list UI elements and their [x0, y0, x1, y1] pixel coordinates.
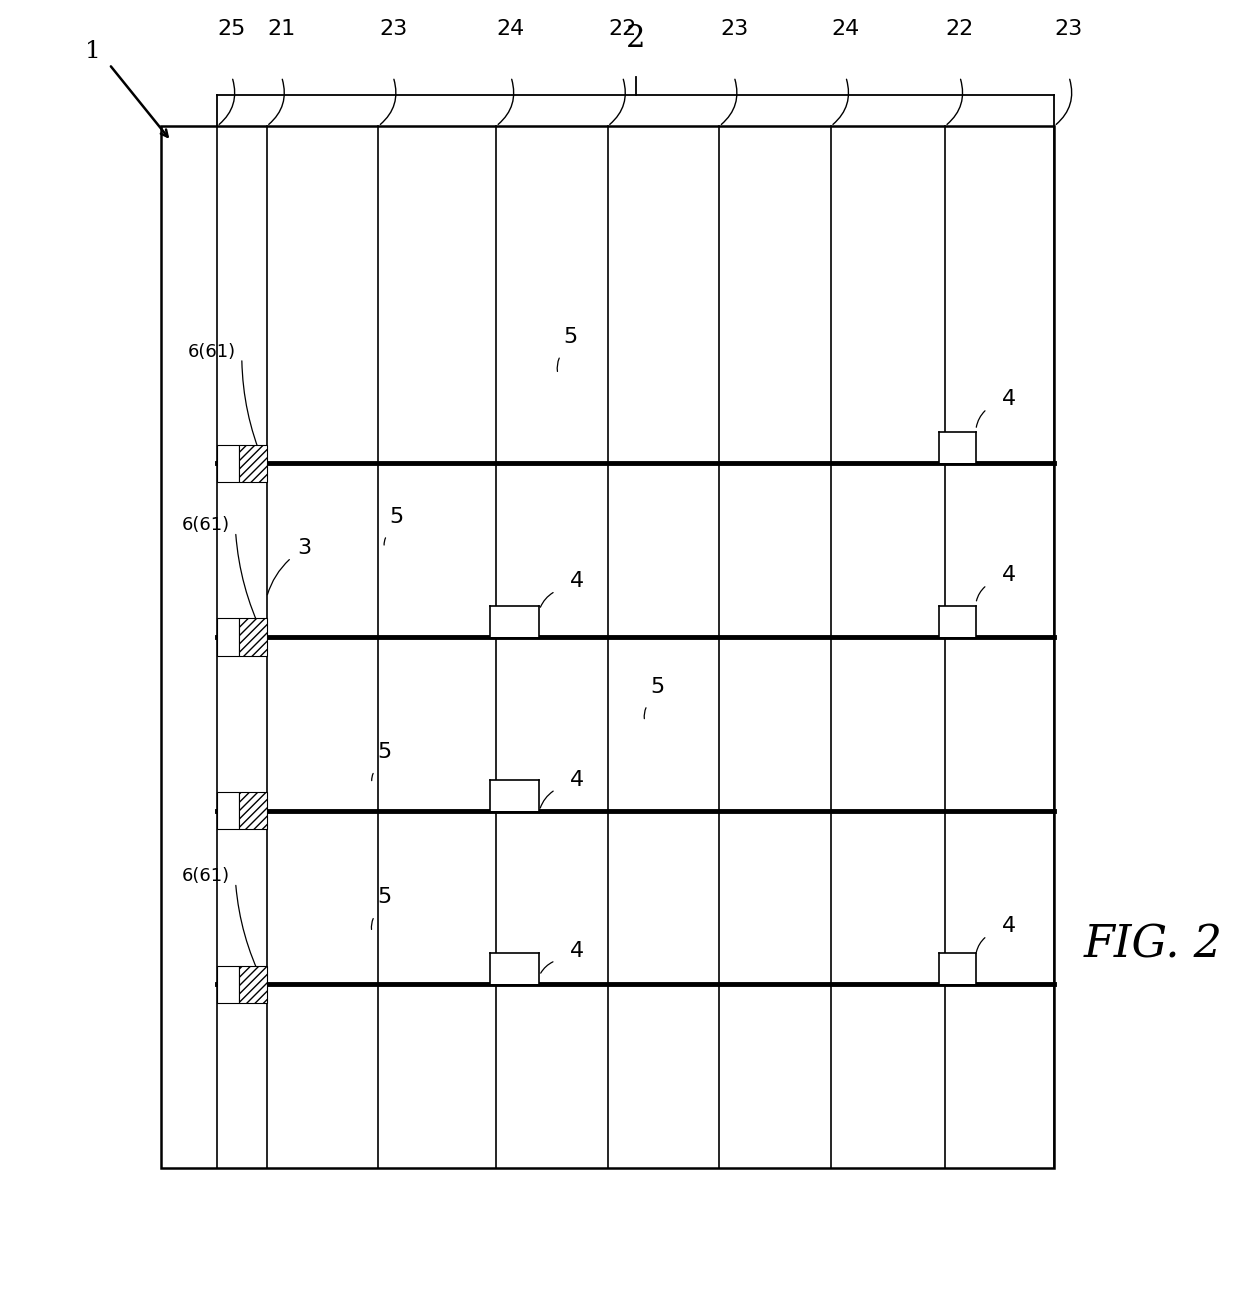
Text: 4: 4	[1002, 565, 1016, 585]
Text: 23: 23	[1055, 19, 1083, 40]
Text: 24: 24	[832, 19, 859, 40]
Text: 4: 4	[570, 571, 584, 591]
Bar	[239, 792, 267, 829]
Bar	[239, 619, 267, 656]
Text: 21: 21	[268, 19, 295, 40]
Bar	[490, 780, 539, 810]
Bar	[490, 606, 539, 637]
Bar	[217, 445, 239, 483]
Text: 4: 4	[570, 770, 584, 789]
Bar	[161, 127, 1054, 1167]
Text: 4: 4	[570, 941, 584, 961]
Text: 1: 1	[86, 40, 100, 63]
Bar	[939, 606, 976, 637]
Bar	[217, 619, 239, 656]
Text: 25: 25	[218, 19, 246, 40]
Bar	[939, 954, 976, 985]
Text: 23: 23	[379, 19, 407, 40]
Text: 5: 5	[389, 507, 404, 527]
Text: 4: 4	[1002, 916, 1016, 936]
Text: 6(61): 6(61)	[181, 867, 229, 885]
Text: 6(61): 6(61)	[187, 343, 236, 361]
Text: 23: 23	[720, 19, 748, 40]
Text: 5: 5	[377, 888, 392, 907]
Bar	[490, 954, 539, 985]
Text: 5: 5	[563, 327, 578, 347]
Bar	[217, 792, 239, 829]
Text: 4: 4	[1002, 389, 1016, 409]
Text: 3: 3	[298, 538, 311, 558]
Text: 2: 2	[626, 23, 645, 54]
Bar	[939, 432, 976, 463]
Text: 22: 22	[609, 19, 636, 40]
Bar	[239, 965, 267, 1003]
Text: 5: 5	[377, 743, 392, 762]
Text: 5: 5	[650, 677, 665, 696]
Text: 24: 24	[497, 19, 525, 40]
Text: 6(61): 6(61)	[181, 516, 229, 534]
Bar	[217, 965, 239, 1003]
Text: 22: 22	[946, 19, 973, 40]
Bar	[239, 445, 267, 483]
Text: FIG. 2: FIG. 2	[1084, 923, 1223, 967]
